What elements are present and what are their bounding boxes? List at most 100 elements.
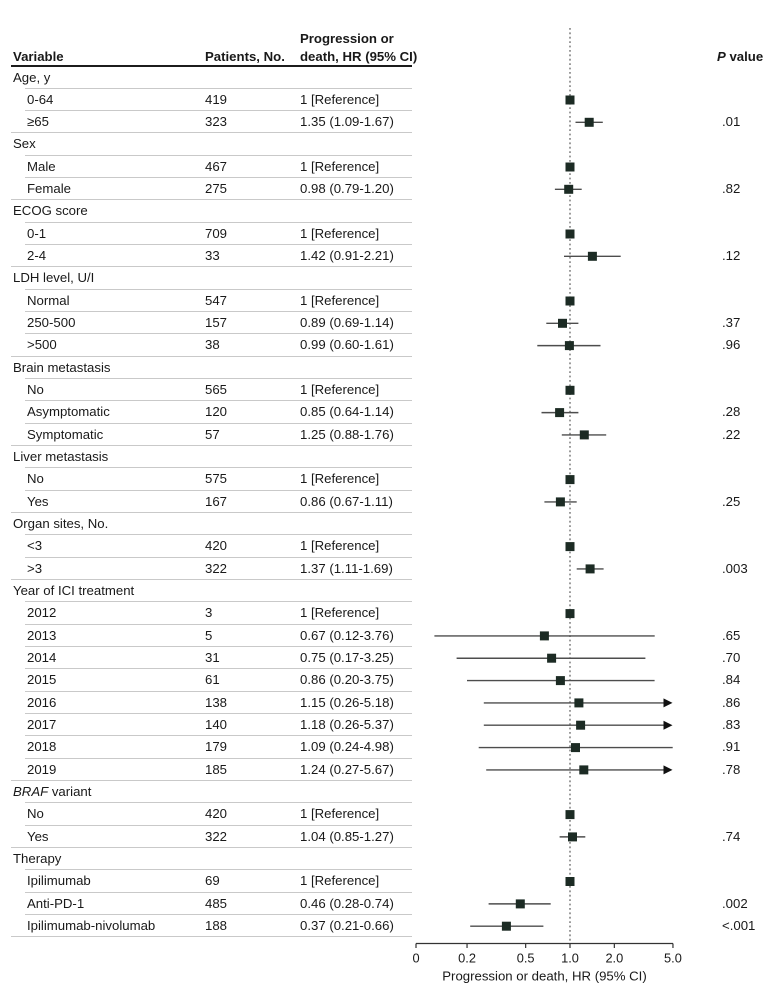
row-rule	[25, 489, 412, 491]
row-pvalue: .22	[722, 426, 741, 442]
row-label: Anti-PD-1	[27, 895, 85, 911]
row-patients: 420	[205, 538, 228, 554]
row-pvalue: .01	[722, 114, 741, 130]
table-row: Asymptomatic 120 0.85 (0.64-1.14) .28	[0, 401, 780, 424]
row-pvalue: .002	[722, 895, 748, 911]
row-hr: 1.24 (0.27-5.67)	[300, 761, 394, 777]
row-pvalue: .96	[722, 337, 741, 353]
row-rule	[25, 668, 412, 670]
row-patients: 140	[205, 717, 228, 733]
row-label: >500	[27, 337, 57, 353]
row-pvalue: .86	[722, 694, 741, 710]
row-patients: 3	[205, 605, 213, 621]
row-rule	[25, 646, 412, 648]
table-row: Normal 547 1 [Reference]	[0, 290, 780, 313]
row-label: Yes	[27, 828, 49, 844]
row-label: Yes	[27, 493, 49, 509]
row-label: 0-1	[27, 225, 47, 241]
table-row: Symptomatic 57 1.25 (0.88-1.76) .22	[0, 424, 780, 447]
table-row: 2019 185 1.24 (0.27-5.67) .78	[0, 759, 780, 782]
table-row: No 565 1 [Reference]	[0, 379, 780, 402]
row-label: No	[27, 806, 44, 822]
pvalue-header-italic-p: P	[717, 49, 726, 64]
row-label: >3	[27, 560, 43, 576]
row-rule	[25, 110, 412, 112]
row-hr: 0.75 (0.17-3.25)	[300, 650, 394, 666]
x-axis-title: Progression or death, HR (95% CI)	[442, 969, 647, 984]
row-pvalue: .70	[722, 650, 741, 666]
row-label: Sex	[13, 136, 36, 152]
row-rule	[25, 713, 412, 715]
row-patients: 157	[205, 315, 228, 331]
row-rule	[11, 579, 412, 581]
table-row: 2015 61 0.86 (0.20-3.75) .84	[0, 669, 780, 692]
row-patients: 138	[205, 694, 228, 710]
row-patients: 33	[205, 248, 220, 264]
row-label: <3	[27, 538, 43, 554]
row-hr: 0.67 (0.12-3.76)	[300, 627, 394, 643]
row-rule	[25, 221, 412, 223]
row-rule	[11, 266, 412, 268]
row-rule	[25, 914, 412, 916]
table-row: >3 322 1.37 (1.11-1.69) .003	[0, 558, 780, 581]
table-row: Anti-PD-1 485 0.46 (0.28-0.74) .002	[0, 893, 780, 916]
table-row: 250-500 157 0.89 (0.69-1.14) .37	[0, 312, 780, 335]
row-patients: 179	[205, 739, 228, 755]
row-label: Therapy	[13, 851, 62, 867]
table-row: ≥65 323 1.35 (1.09-1.67) .01	[0, 111, 780, 134]
table-row: 2-4 33 1.42 (0.91-2.21) .12	[0, 245, 780, 268]
row-label: LDH level, U/I	[13, 270, 95, 286]
table-row: Organ sites, No.	[0, 513, 780, 536]
table-row: No 420 1 [Reference]	[0, 803, 780, 826]
row-hr: 1.09 (0.24-4.98)	[300, 739, 394, 755]
table-row: Year of ICI treatment	[0, 580, 780, 603]
table-row: 0-1 709 1 [Reference]	[0, 223, 780, 246]
table-row: ECOG score	[0, 200, 780, 223]
row-label: Brain metastasis	[13, 359, 111, 375]
row-label: 2016	[27, 694, 57, 710]
row-label: 2017	[27, 717, 57, 733]
row-patients: 188	[205, 918, 228, 934]
row-label: 2-4	[27, 248, 47, 264]
row-patients: 419	[205, 91, 228, 107]
row-rule	[25, 534, 412, 536]
row-hr: 1 [Reference]	[300, 225, 380, 241]
row-patients: 120	[205, 404, 228, 420]
row-label: 2019	[27, 761, 57, 777]
row-hr: 0.86 (0.67-1.11)	[300, 493, 393, 509]
row-hr: 1 [Reference]	[300, 382, 380, 398]
row-rule	[25, 556, 412, 558]
row-label: Liver metastasis	[13, 449, 109, 465]
row-rule	[25, 891, 412, 893]
row-rule	[25, 378, 412, 380]
row-label: Ipilimumab-nivolumab	[27, 918, 156, 934]
row-hr: 0.37 (0.21-0.66)	[300, 918, 394, 934]
row-pvalue: .83	[722, 717, 741, 733]
row-patients: 322	[205, 560, 228, 576]
x-axis-tick-label: 1.0	[561, 951, 579, 966]
row-hr: 1.42 (0.91-2.21)	[300, 248, 394, 264]
table-row: 2018 179 1.09 (0.24-4.98) .91	[0, 736, 780, 759]
row-rule	[11, 132, 412, 134]
row-hr: 1.35 (1.09-1.67)	[300, 114, 394, 130]
row-pvalue: .25	[722, 493, 741, 509]
row-label: Age, y	[13, 69, 51, 85]
row-rule	[25, 244, 412, 246]
row-rule	[11, 780, 412, 782]
row-label: Year of ICI treatment	[13, 583, 135, 599]
row-label: Ipilimumab	[27, 873, 91, 889]
row-label: No	[27, 382, 44, 398]
row-rule	[11, 512, 412, 514]
row-rule	[11, 355, 412, 357]
row-rule	[25, 87, 412, 89]
row-patients: 575	[205, 471, 228, 487]
row-rule	[25, 757, 412, 759]
table-row: Yes 322 1.04 (0.85-1.27) .74	[0, 826, 780, 849]
row-hr: 1.37 (1.11-1.69)	[300, 560, 393, 576]
row-label: 2012	[27, 605, 57, 621]
row-label: Male	[27, 158, 56, 174]
column-header-hr-line1: Progression or	[300, 31, 394, 46]
row-patients: 547	[205, 292, 228, 308]
row-hr: 1.04 (0.85-1.27)	[300, 828, 394, 844]
